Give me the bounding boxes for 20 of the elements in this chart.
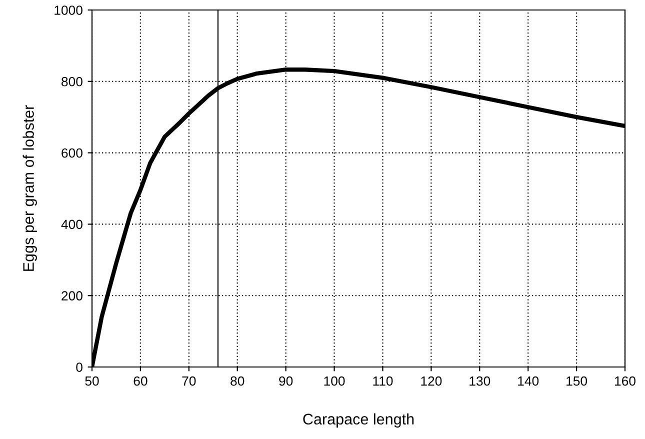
y-tick-label: 0	[76, 362, 82, 372]
x-tick-label: 150	[566, 376, 588, 386]
x-axis-title: Carapace length	[303, 413, 414, 428]
x-tick-label: 160	[615, 376, 636, 386]
x-tick-label: 110	[373, 376, 393, 386]
x-tick-label: 80	[230, 376, 244, 386]
y-tick-label: 600	[62, 148, 82, 158]
x-tick-label: 90	[279, 376, 293, 386]
x-tick-label: 50	[85, 376, 99, 386]
y-tick-label: 800	[62, 76, 82, 86]
x-tick-label: 140	[518, 376, 539, 386]
y-tick-label: 200	[62, 291, 82, 301]
x-tick-label: 130	[470, 376, 490, 386]
x-tick-label: 120	[421, 376, 442, 386]
y-tick-label: 400	[61, 220, 82, 230]
y-tick-label: 1000	[54, 6, 82, 15]
x-tick-label: 70	[182, 376, 196, 386]
y-axis-title: Eggs per gram of lobster	[22, 105, 37, 271]
x-tick-label: 60	[134, 376, 148, 386]
x-tick-label: 100	[324, 376, 345, 386]
